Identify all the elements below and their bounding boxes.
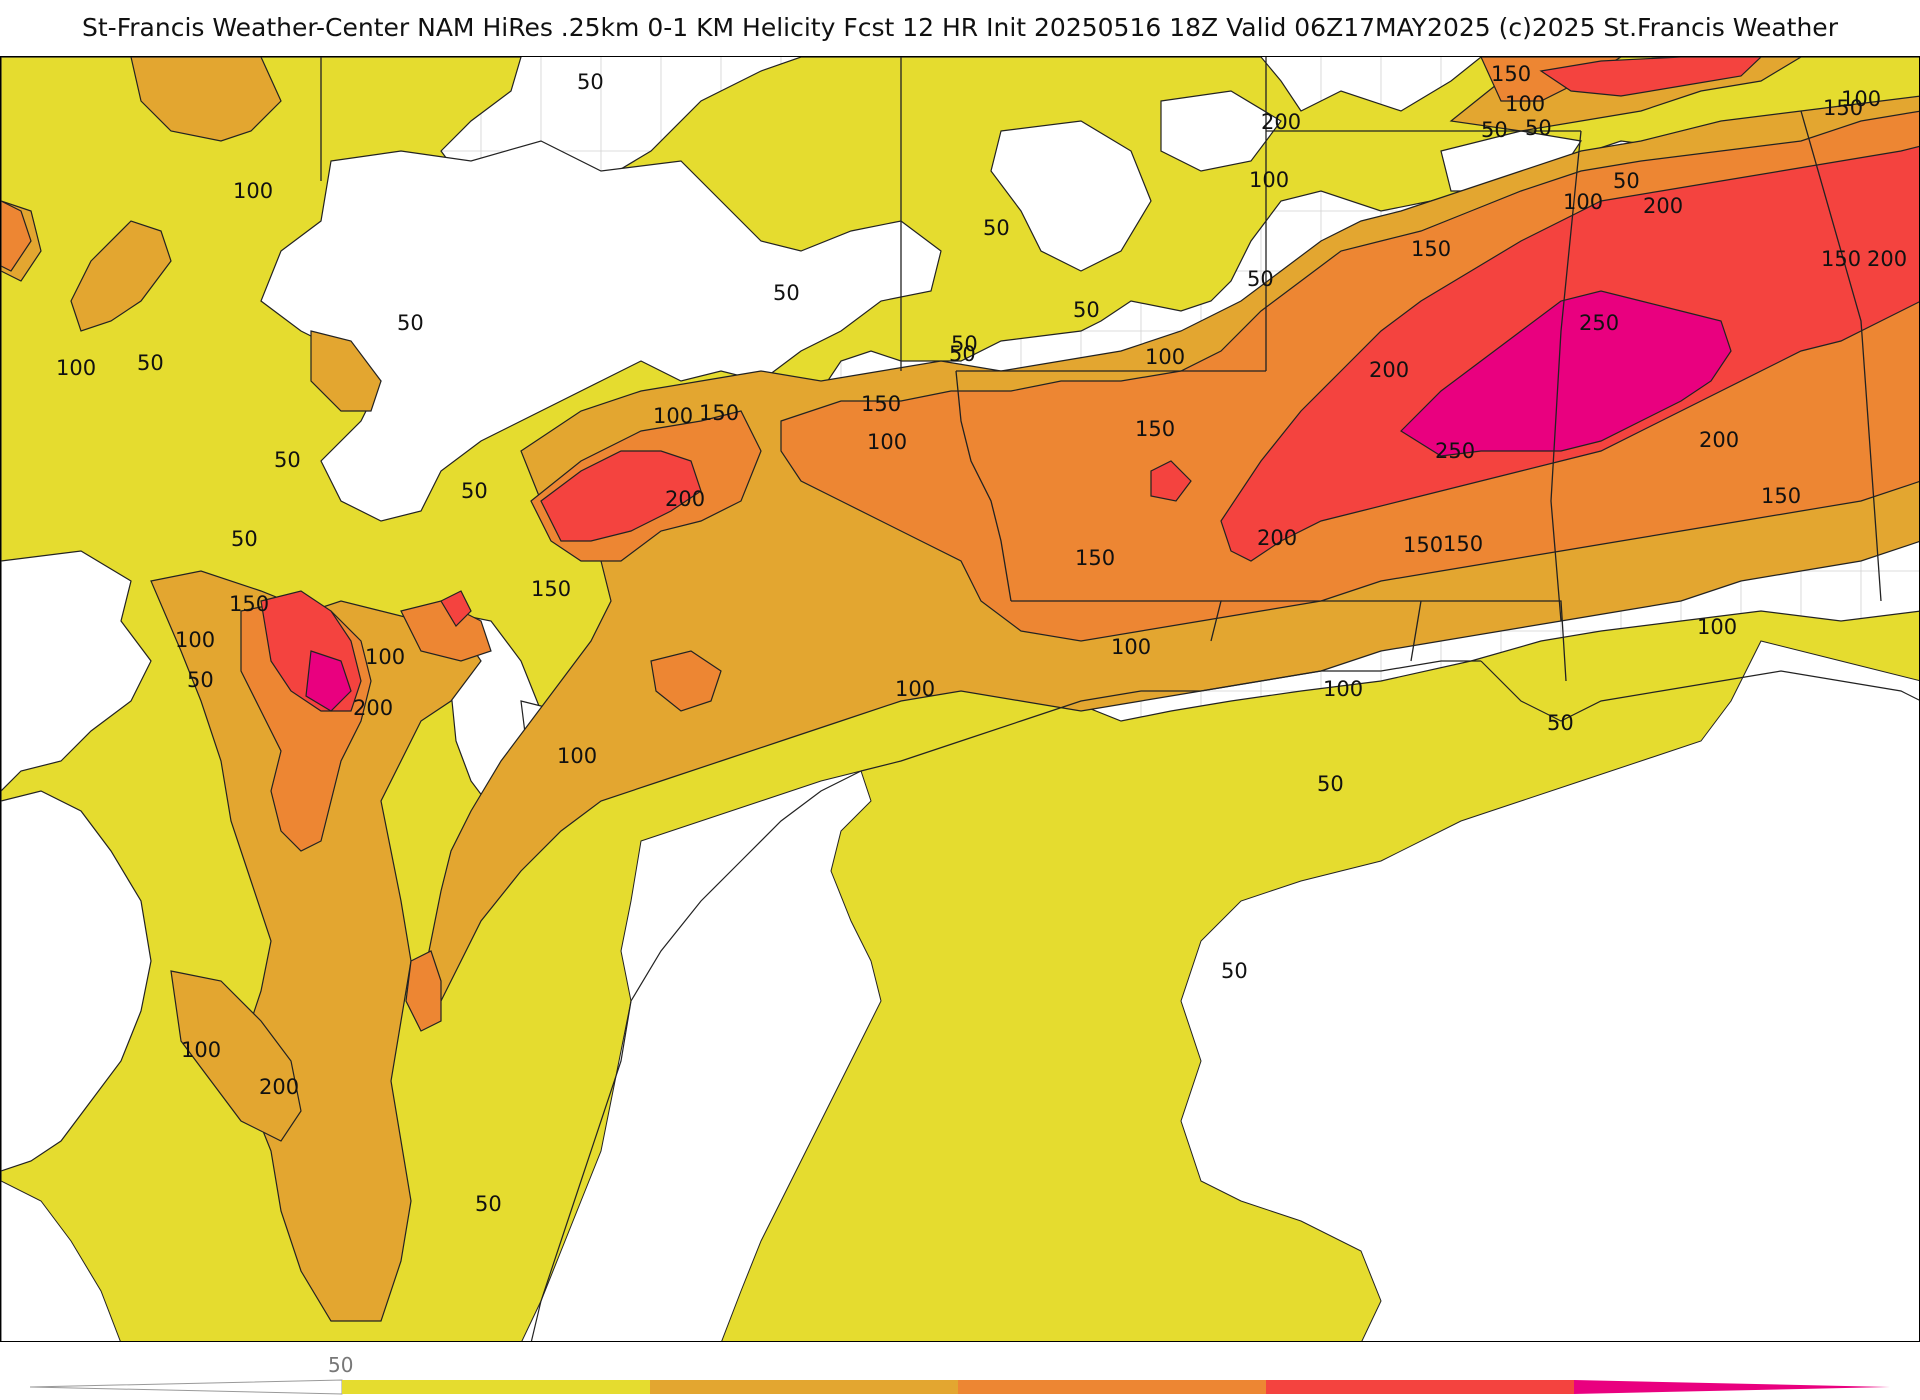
contour-label: 50 (1247, 267, 1274, 291)
contour-label: 100 (1563, 190, 1603, 214)
contour-label: 150 (1761, 484, 1801, 508)
contour-label: 100 (1111, 635, 1151, 659)
contour-label: 100 (867, 430, 907, 454)
contour-label: 200 (1867, 247, 1907, 271)
contour-label: 50 (1613, 169, 1640, 193)
contour-label: 200 (1369, 358, 1409, 382)
contour-label: 150 (1823, 96, 1863, 120)
contour-label: 50 (1547, 711, 1574, 735)
contour-label: 150 (1491, 62, 1531, 86)
contour-label: 50 (1073, 298, 1100, 322)
below-50-areas (1, 90, 1583, 1172)
contour-label: 250 (1579, 311, 1619, 335)
contour-label: 100 (233, 179, 273, 203)
contour-label: 150 (1135, 417, 1175, 441)
contour-label: 100 (1323, 677, 1363, 701)
contour-label: 100 (1145, 345, 1185, 369)
contour-label: 200 (1643, 194, 1683, 218)
contour-label: 200 (1257, 526, 1297, 550)
contour-label: 100 (895, 677, 935, 701)
contour-label: 50 (461, 479, 488, 503)
contour-label: 100 (175, 628, 215, 652)
contour-label: 100 (1697, 615, 1737, 639)
map-title: St-Francis Weather-Center NAM HiRes .25k… (82, 13, 1838, 42)
contour-label: 50 (1221, 959, 1248, 983)
color-scale-label: 50 (328, 1353, 353, 1377)
contour-label: 50 (475, 1192, 502, 1216)
contour-label: 100 (1249, 168, 1289, 192)
contour-label: 100 (1505, 92, 1545, 116)
contour-labels: 50 100 50 100 50 50 50 50 50 100 150 200… (56, 62, 1907, 1216)
color-scale-bar: 50 (29, 1353, 1890, 1395)
contour-label: 150 (1403, 533, 1443, 557)
color-scale-segment-200 (1266, 1380, 1574, 1394)
coastline (530, 660, 1919, 1341)
color-scale-segment-50 (342, 1380, 650, 1394)
contour-label: 50 (137, 351, 164, 375)
color-scale-segment-100 (650, 1380, 958, 1394)
contour-label: 100 (181, 1038, 221, 1062)
color-scale-segment-150 (958, 1380, 1266, 1394)
contour-label: 100 (1841, 87, 1881, 111)
contour-label: 200 (1261, 110, 1301, 134)
contour-label: 150 (229, 592, 269, 616)
contour-label: 250 (1435, 439, 1475, 463)
contour-label: 100 (557, 744, 597, 768)
contour-label: 150 (699, 401, 739, 425)
contour-label: 50 (1317, 772, 1344, 796)
helicity-map: 50 100 50 100 50 50 50 50 50 100 150 200… (0, 56, 1920, 1342)
state-borders (320, 57, 1882, 682)
helicity-250-band (305, 290, 1732, 712)
color-scale-tail-left (29, 1379, 343, 1395)
contour-label: 150 (1821, 247, 1861, 271)
contour-label: 200 (353, 696, 393, 720)
contour-label: 150 (1075, 546, 1115, 570)
contour-label: 50 (983, 216, 1010, 240)
contour-label: 50 (1525, 116, 1552, 140)
contour-label: 150 (531, 577, 571, 601)
contour-label: 50 (949, 342, 976, 366)
contour-label: 50 (274, 448, 301, 472)
contour-label: 50 (577, 70, 604, 94)
contour-label: 50 (951, 332, 978, 356)
gulf-coast-white (1, 640, 1919, 1341)
contour-label: 100 (56, 356, 96, 380)
contour-label: 200 (1699, 428, 1739, 452)
contour-label: 50 (1481, 118, 1508, 142)
contour-label: 50 (231, 527, 258, 551)
contour-label: 100 (653, 404, 693, 428)
contour-label: 50 (773, 281, 800, 305)
contour-label: 150 (1411, 237, 1451, 261)
contour-label: 50 (187, 668, 214, 692)
contour-label: 150 (861, 392, 901, 416)
contour-label: 50 (397, 311, 424, 335)
contour-label: 200 (665, 487, 705, 511)
color-scale-tail-right (1574, 1380, 1890, 1394)
map-canvas: 50 100 50 100 50 50 50 50 50 100 150 200… (1, 57, 1919, 1341)
contour-label: 150 (1443, 532, 1483, 556)
contour-label: 100 (365, 645, 405, 669)
contour-label: 200 (259, 1075, 299, 1099)
